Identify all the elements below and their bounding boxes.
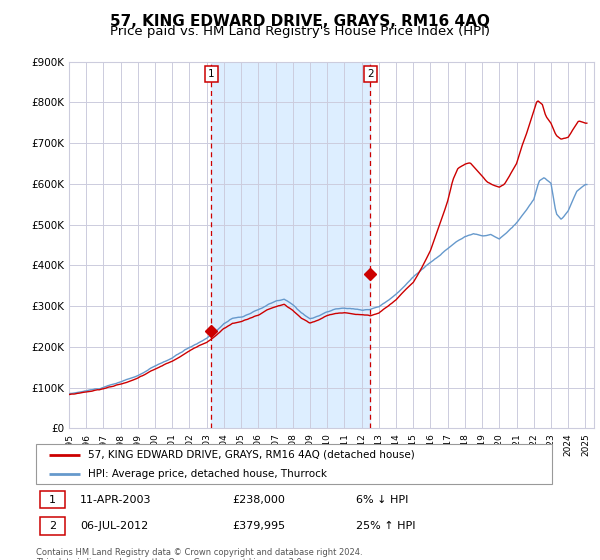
Text: 2: 2 (49, 521, 56, 531)
Text: 1: 1 (208, 69, 215, 79)
Text: Price paid vs. HM Land Registry's House Price Index (HPI): Price paid vs. HM Land Registry's House … (110, 25, 490, 38)
Text: £238,000: £238,000 (232, 494, 285, 505)
Text: Contains HM Land Registry data © Crown copyright and database right 2024.
This d: Contains HM Land Registry data © Crown c… (36, 548, 362, 560)
Text: 57, KING EDWARD DRIVE, GRAYS, RM16 4AQ: 57, KING EDWARD DRIVE, GRAYS, RM16 4AQ (110, 14, 490, 29)
Text: 1: 1 (49, 494, 56, 505)
Bar (211, 62, 370, 428)
FancyBboxPatch shape (36, 444, 552, 484)
Text: 57, KING EDWARD DRIVE, GRAYS, RM16 4AQ (detached house): 57, KING EDWARD DRIVE, GRAYS, RM16 4AQ (… (88, 450, 415, 460)
Text: 11-APR-2003: 11-APR-2003 (80, 494, 151, 505)
Text: 06-JUL-2012: 06-JUL-2012 (80, 521, 148, 531)
FancyBboxPatch shape (40, 517, 65, 535)
Text: HPI: Average price, detached house, Thurrock: HPI: Average price, detached house, Thur… (88, 469, 326, 478)
FancyBboxPatch shape (40, 491, 65, 508)
Text: 6% ↓ HPI: 6% ↓ HPI (356, 494, 408, 505)
Text: £379,995: £379,995 (232, 521, 285, 531)
Text: 2: 2 (367, 69, 374, 79)
Text: 25% ↑ HPI: 25% ↑ HPI (356, 521, 415, 531)
